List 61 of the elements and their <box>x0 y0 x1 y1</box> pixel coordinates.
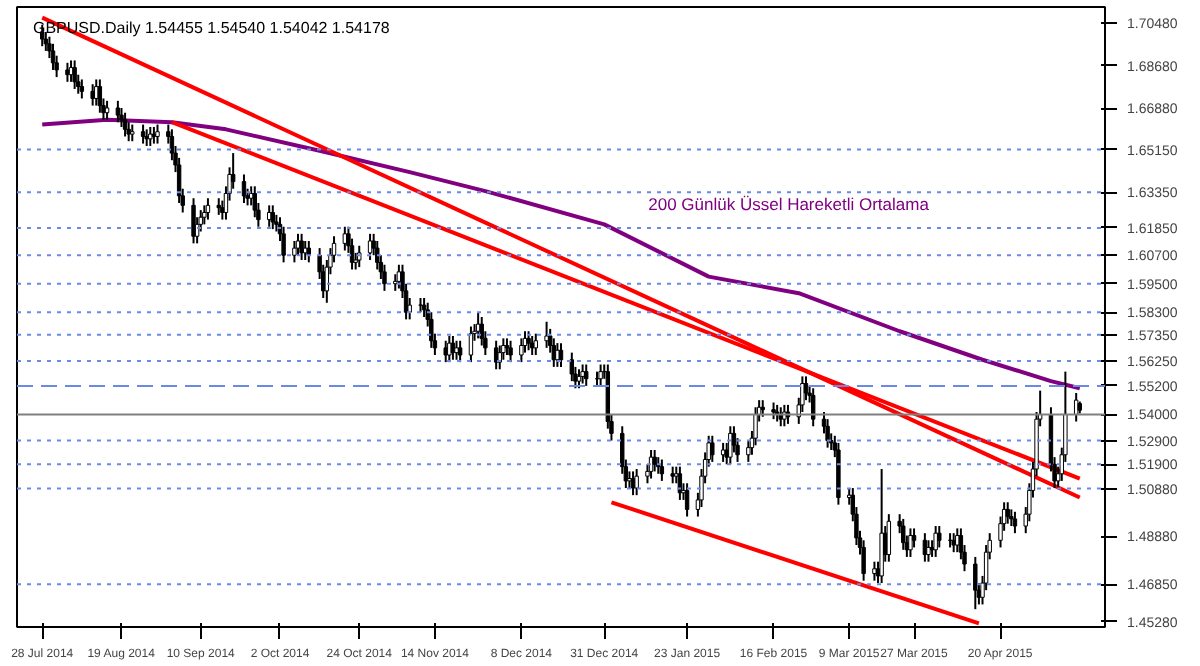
candlestick <box>205 197 211 221</box>
candlestick <box>454 339 459 361</box>
candlestick <box>299 232 304 261</box>
candlestick <box>447 335 452 364</box>
candlestick <box>122 111 128 138</box>
candlestick <box>825 418 830 449</box>
candlestick <box>634 468 639 497</box>
candlestick <box>508 339 513 364</box>
candlestick <box>710 434 715 463</box>
candlestick <box>375 239 380 271</box>
candlestick <box>241 173 247 204</box>
candlestick <box>119 106 124 128</box>
candlestick <box>519 337 524 364</box>
candlestick <box>443 339 448 364</box>
candlestick <box>533 332 538 357</box>
candlestick <box>937 525 942 549</box>
candlestick <box>810 387 816 428</box>
series-label: 200 Günlük Üssel Hareketli Ortalama <box>648 194 930 215</box>
candlestick <box>529 335 535 357</box>
candlestick <box>90 83 95 107</box>
candlestick <box>306 239 312 264</box>
candlestick <box>72 59 77 90</box>
line-series <box>40 117 1082 391</box>
candlestick <box>457 339 463 364</box>
candlestick <box>1005 501 1010 525</box>
candlestick <box>753 406 758 447</box>
candlestick <box>973 555 978 611</box>
candlestick <box>728 425 733 466</box>
candlestick <box>955 527 960 554</box>
candlestick <box>50 42 56 71</box>
candlestick <box>584 363 589 387</box>
candlestick <box>382 263 387 292</box>
candlestick <box>746 439 751 463</box>
candlestick <box>836 441 841 506</box>
candlestick <box>429 311 434 349</box>
candlestick <box>115 99 121 124</box>
candlestick <box>191 197 196 245</box>
candlestick <box>292 239 297 264</box>
candlestick <box>861 539 866 582</box>
candlestick <box>908 527 913 558</box>
candlestick <box>97 78 103 114</box>
candlestick <box>901 517 906 551</box>
candlestick <box>155 123 160 145</box>
candlestick <box>576 368 582 390</box>
candlestick <box>270 204 275 231</box>
candlestick <box>303 239 308 261</box>
candlestick <box>879 468 884 585</box>
candlestick <box>202 204 207 226</box>
candlestick <box>526 330 531 352</box>
candlestick <box>65 61 70 83</box>
candlestick <box>926 539 931 563</box>
candlestick <box>126 121 131 143</box>
candlestick <box>479 316 484 347</box>
candlestick <box>252 185 257 219</box>
candlestick <box>580 363 585 385</box>
candlestick <box>281 225 286 264</box>
candlestick <box>497 344 502 371</box>
candlestick <box>911 527 917 549</box>
candlestick <box>569 351 575 383</box>
candlestick <box>652 449 657 473</box>
candlestick <box>951 532 956 554</box>
